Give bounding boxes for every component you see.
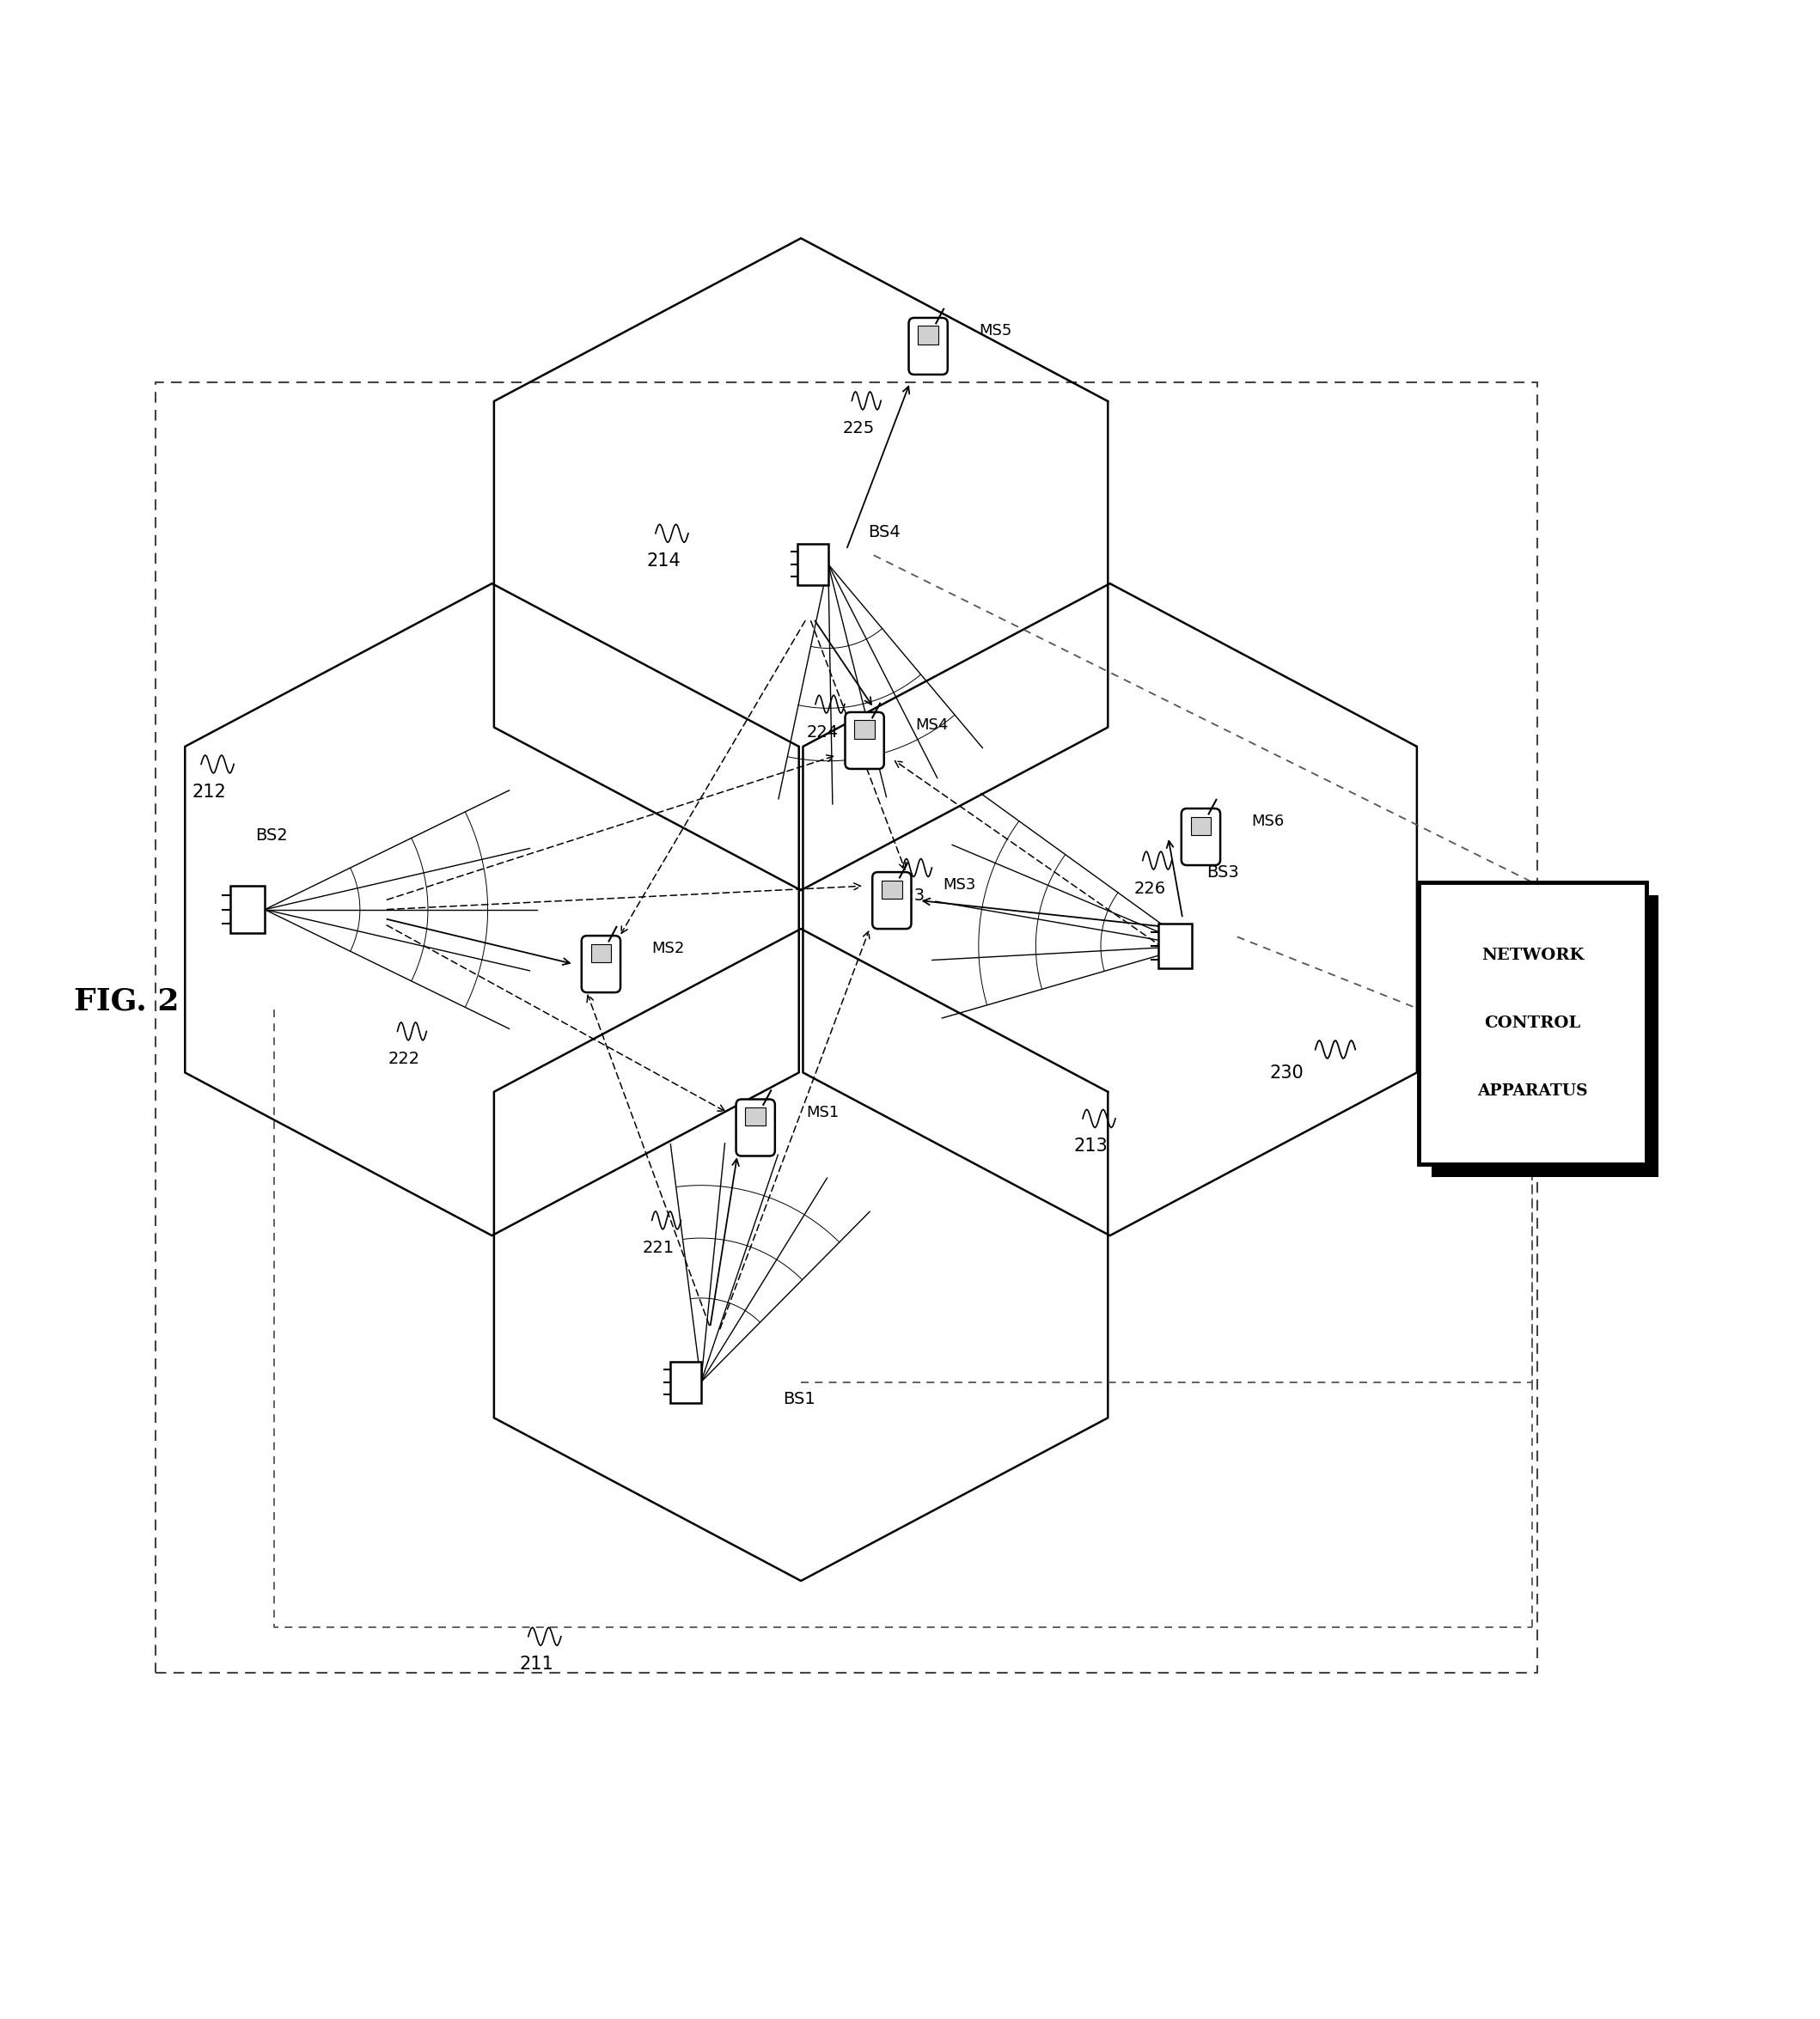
Bar <box>1159 923 1192 969</box>
Bar <box>797 543 828 586</box>
Bar <box>917 325 939 345</box>
Text: 221: 221 <box>642 1240 675 1256</box>
Bar <box>229 886 264 933</box>
Bar <box>157 382 1538 1674</box>
Text: 224: 224 <box>806 725 839 741</box>
FancyBboxPatch shape <box>844 713 885 769</box>
Text: MS6: MS6 <box>1252 814 1285 830</box>
Text: 213: 213 <box>1074 1137 1108 1155</box>
Text: BS4: BS4 <box>868 525 901 541</box>
Text: 214: 214 <box>646 553 681 569</box>
Text: NETWORK: NETWORK <box>1481 947 1583 963</box>
Text: 230: 230 <box>1270 1064 1305 1082</box>
Text: MS1: MS1 <box>806 1104 839 1121</box>
Bar <box>1432 894 1658 1177</box>
Text: MS3: MS3 <box>943 878 976 892</box>
Text: BS3: BS3 <box>1207 864 1239 880</box>
FancyBboxPatch shape <box>735 1098 775 1157</box>
FancyBboxPatch shape <box>908 317 948 376</box>
FancyBboxPatch shape <box>872 872 912 929</box>
Bar <box>1190 818 1210 836</box>
Text: 226: 226 <box>1134 880 1165 896</box>
FancyBboxPatch shape <box>582 935 621 993</box>
FancyBboxPatch shape <box>1181 808 1219 866</box>
Text: 225: 225 <box>843 420 875 436</box>
Text: 211: 211 <box>519 1656 553 1672</box>
Text: BS1: BS1 <box>783 1391 815 1407</box>
Text: MS4: MS4 <box>915 717 948 733</box>
Text: MS2: MS2 <box>652 941 684 957</box>
Text: APPARATUS: APPARATUS <box>1478 1082 1587 1098</box>
Text: CONTROL: CONTROL <box>1485 1016 1582 1032</box>
Text: BS2: BS2 <box>255 828 288 844</box>
Bar <box>1420 882 1645 1165</box>
Bar <box>670 1361 701 1403</box>
Bar <box>592 945 612 963</box>
Bar <box>881 880 903 898</box>
Text: 212: 212 <box>193 783 226 800</box>
Text: MS5: MS5 <box>979 323 1012 339</box>
Text: 222: 222 <box>388 1052 420 1068</box>
Bar <box>746 1108 766 1127</box>
Bar <box>854 721 875 739</box>
Text: FIG. 2: FIG. 2 <box>75 987 178 1016</box>
Text: 223: 223 <box>894 888 926 905</box>
